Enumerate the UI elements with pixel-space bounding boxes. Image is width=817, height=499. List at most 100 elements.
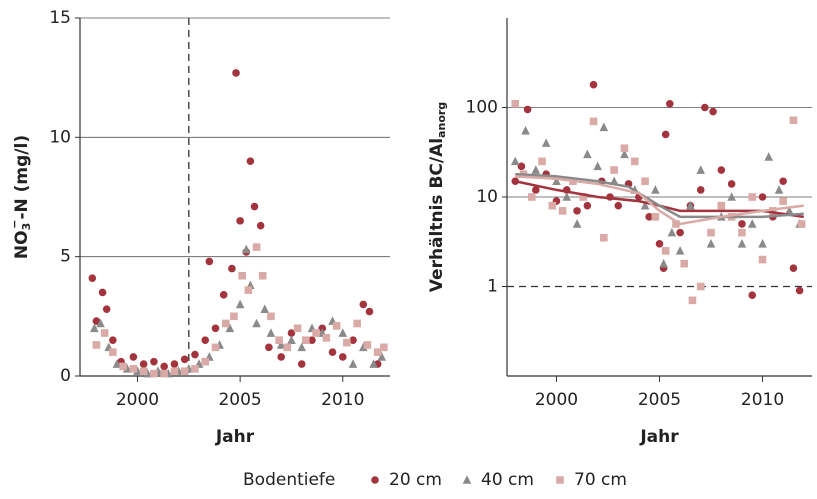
point bbox=[332, 322, 341, 330]
point bbox=[747, 219, 757, 228]
point bbox=[696, 282, 705, 291]
point bbox=[287, 335, 296, 344]
point bbox=[338, 353, 347, 361]
point bbox=[593, 161, 602, 171]
point bbox=[250, 202, 259, 211]
point bbox=[170, 367, 179, 376]
point bbox=[102, 305, 111, 313]
point bbox=[246, 157, 255, 165]
point bbox=[211, 343, 220, 352]
point bbox=[531, 165, 541, 174]
point bbox=[651, 213, 660, 221]
point bbox=[308, 336, 316, 345]
point bbox=[672, 220, 680, 228]
point bbox=[170, 360, 179, 368]
point bbox=[293, 324, 302, 333]
point bbox=[738, 220, 746, 228]
legend-label: 70 cm bbox=[574, 470, 627, 490]
y-tick-label: 5 bbox=[60, 247, 71, 267]
point bbox=[651, 185, 660, 194]
point bbox=[764, 152, 774, 161]
point bbox=[701, 103, 709, 112]
point bbox=[795, 286, 804, 295]
point bbox=[238, 271, 246, 280]
point bbox=[706, 238, 716, 248]
y-label-part: − bbox=[8, 220, 21, 229]
x-axis-label: Jahr bbox=[215, 427, 255, 447]
point bbox=[277, 353, 285, 361]
point bbox=[92, 341, 101, 349]
point bbox=[201, 336, 210, 345]
point bbox=[219, 291, 228, 299]
point bbox=[252, 243, 261, 251]
point bbox=[630, 157, 639, 166]
point bbox=[160, 362, 168, 371]
point bbox=[353, 319, 361, 328]
point bbox=[139, 367, 148, 376]
point bbox=[191, 365, 199, 373]
point bbox=[359, 342, 368, 352]
point bbox=[150, 369, 158, 378]
point bbox=[727, 180, 736, 188]
point bbox=[521, 125, 530, 135]
point bbox=[365, 307, 374, 316]
point bbox=[548, 201, 557, 210]
point bbox=[283, 343, 292, 352]
point bbox=[363, 341, 372, 349]
trend-line bbox=[515, 172, 804, 219]
point bbox=[511, 99, 520, 108]
point bbox=[675, 246, 685, 255]
point bbox=[645, 213, 653, 221]
point bbox=[696, 165, 706, 174]
point bbox=[600, 234, 608, 242]
point bbox=[230, 312, 238, 321]
point bbox=[221, 319, 230, 328]
point bbox=[610, 166, 618, 174]
point bbox=[236, 217, 244, 225]
point bbox=[100, 329, 109, 337]
x-tick-label: 2000 bbox=[116, 390, 159, 410]
point bbox=[119, 362, 127, 371]
point bbox=[523, 105, 532, 114]
point bbox=[573, 207, 581, 215]
point bbox=[614, 201, 623, 210]
point bbox=[572, 219, 582, 228]
point bbox=[527, 193, 536, 201]
point bbox=[260, 304, 270, 313]
point bbox=[748, 291, 757, 299]
point bbox=[774, 185, 784, 194]
point bbox=[232, 69, 240, 77]
point bbox=[552, 176, 561, 186]
point bbox=[122, 364, 132, 373]
point bbox=[129, 353, 138, 361]
x-axis-label: Jahr bbox=[639, 427, 679, 447]
point bbox=[343, 338, 351, 347]
point bbox=[696, 186, 705, 194]
point bbox=[583, 201, 592, 210]
point bbox=[686, 200, 695, 210]
point bbox=[98, 288, 107, 297]
legend-marker bbox=[371, 476, 379, 484]
point bbox=[369, 359, 378, 368]
point bbox=[797, 220, 806, 228]
point bbox=[748, 193, 757, 201]
point bbox=[655, 239, 664, 248]
y-tick-label: 10 bbox=[49, 127, 71, 147]
point bbox=[727, 192, 736, 201]
point bbox=[758, 255, 767, 264]
legend-label: 40 cm bbox=[481, 470, 534, 490]
point bbox=[380, 343, 388, 352]
point bbox=[92, 317, 101, 325]
point bbox=[717, 166, 726, 174]
point bbox=[150, 357, 158, 366]
point bbox=[769, 207, 777, 215]
point bbox=[538, 157, 546, 166]
point bbox=[258, 271, 267, 280]
y-tick-label: 0 bbox=[60, 366, 71, 386]
point bbox=[338, 328, 348, 337]
point bbox=[717, 201, 726, 210]
point bbox=[589, 80, 598, 89]
point bbox=[109, 348, 117, 356]
x-tick-label: 2005 bbox=[218, 390, 261, 410]
point bbox=[297, 342, 307, 352]
